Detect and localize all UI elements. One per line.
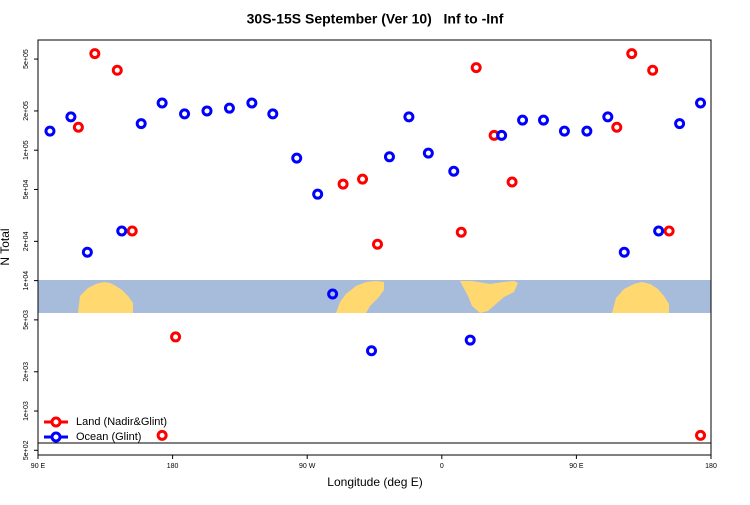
point	[179, 108, 191, 120]
point	[337, 178, 349, 190]
point	[448, 165, 460, 177]
point	[581, 125, 593, 137]
point	[537, 114, 549, 126]
plot-frame	[37, 39, 712, 456]
y-tick-label: 2e+03	[23, 362, 30, 382]
point	[366, 345, 378, 357]
point	[695, 97, 707, 109]
x-tick-label: 180	[167, 463, 179, 470]
point	[135, 118, 147, 130]
point	[618, 246, 630, 258]
point	[663, 225, 675, 237]
point	[116, 225, 128, 237]
point	[267, 108, 279, 120]
point	[371, 238, 383, 250]
y-tick-label: 2e+05	[23, 101, 30, 121]
y-tick-label: 5e+05	[23, 49, 30, 69]
point	[312, 188, 324, 200]
point	[246, 97, 258, 109]
map-band	[38, 280, 711, 313]
point	[111, 64, 123, 76]
y-axis-label: N Total	[0, 228, 12, 265]
point	[126, 225, 138, 237]
point	[156, 97, 168, 109]
point	[653, 225, 665, 237]
point	[327, 288, 339, 300]
point	[695, 429, 707, 441]
x-axis-label: Longitude (deg E)	[327, 475, 422, 489]
point	[517, 114, 529, 126]
point	[558, 125, 570, 137]
point	[626, 48, 638, 60]
x-tick-label: 90 W	[299, 463, 316, 470]
y-tick-label: 5e+03	[23, 310, 30, 330]
point	[470, 62, 482, 74]
legend-label: Land (Nadir&Glint)	[76, 416, 167, 428]
point	[156, 429, 168, 441]
x-tick-label: 0	[440, 463, 444, 470]
legend-label: Ocean (Glint)	[76, 431, 141, 443]
chart-title: 30S-15S September (Ver 10) Inf to -Inf	[247, 11, 504, 27]
point	[464, 334, 476, 346]
x-tick-label: 90 E	[569, 463, 584, 470]
y-tick-label: 1e+03	[23, 401, 30, 421]
y-tick-label: 1e+05	[23, 140, 30, 160]
point	[65, 111, 77, 123]
point	[422, 147, 434, 159]
point	[602, 111, 614, 123]
point	[674, 118, 686, 130]
y-tick-label: 5e+04	[23, 180, 30, 200]
point	[72, 121, 84, 133]
point	[44, 125, 56, 137]
point	[357, 173, 369, 185]
land-shape	[612, 282, 669, 313]
point	[496, 129, 508, 141]
legend-marker	[50, 416, 62, 428]
point	[89, 48, 101, 60]
point	[455, 226, 467, 238]
land-shape	[78, 282, 133, 313]
land-shape	[460, 281, 518, 313]
legend-marker	[50, 431, 62, 443]
point	[81, 246, 93, 258]
y-tick-label: 2e+04	[23, 231, 30, 251]
land-shape	[336, 281, 384, 313]
point	[403, 111, 415, 123]
point	[291, 152, 303, 164]
y-tick-label: 5e+02	[23, 440, 30, 460]
point	[506, 176, 518, 188]
point	[611, 121, 623, 133]
point	[383, 151, 395, 163]
point	[223, 102, 235, 114]
y-tick-label: 1e+04	[23, 271, 30, 291]
x-tick-label: 180	[705, 463, 717, 470]
x-tick-label: 90 E	[31, 463, 46, 470]
point	[201, 105, 213, 117]
point	[170, 331, 182, 343]
point	[647, 64, 659, 76]
